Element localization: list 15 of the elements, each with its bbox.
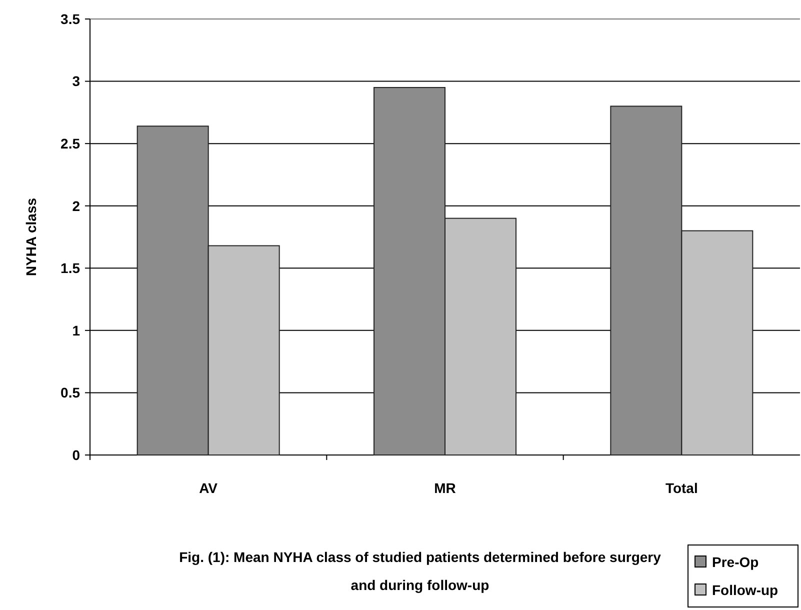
y-tick-label: 3 [72, 73, 80, 90]
legend-label: Follow-up [712, 582, 778, 598]
y-tick-label: 2 [72, 198, 80, 214]
x-tick-label: AV [199, 480, 218, 496]
y-tick-label: 0.5 [60, 384, 80, 401]
y-tick-label: 1 [72, 322, 80, 338]
x-tick-label: Total [665, 480, 698, 496]
text: Fig. (1): Mean NYHA class of studied patients determined before surgery and during follow-up [179, 549, 662, 593]
y-tick-label: 0 [72, 446, 80, 463]
legend-label: Pre-Op [712, 554, 759, 570]
y-tick-label: 2.5 [60, 135, 80, 152]
y-tick-label: 1.5 [60, 260, 80, 276]
y-tick-label: 3.5 [60, 10, 80, 27]
y-axis-title: NYHA class [23, 198, 39, 276]
x-tick-label: MR [434, 480, 456, 496]
